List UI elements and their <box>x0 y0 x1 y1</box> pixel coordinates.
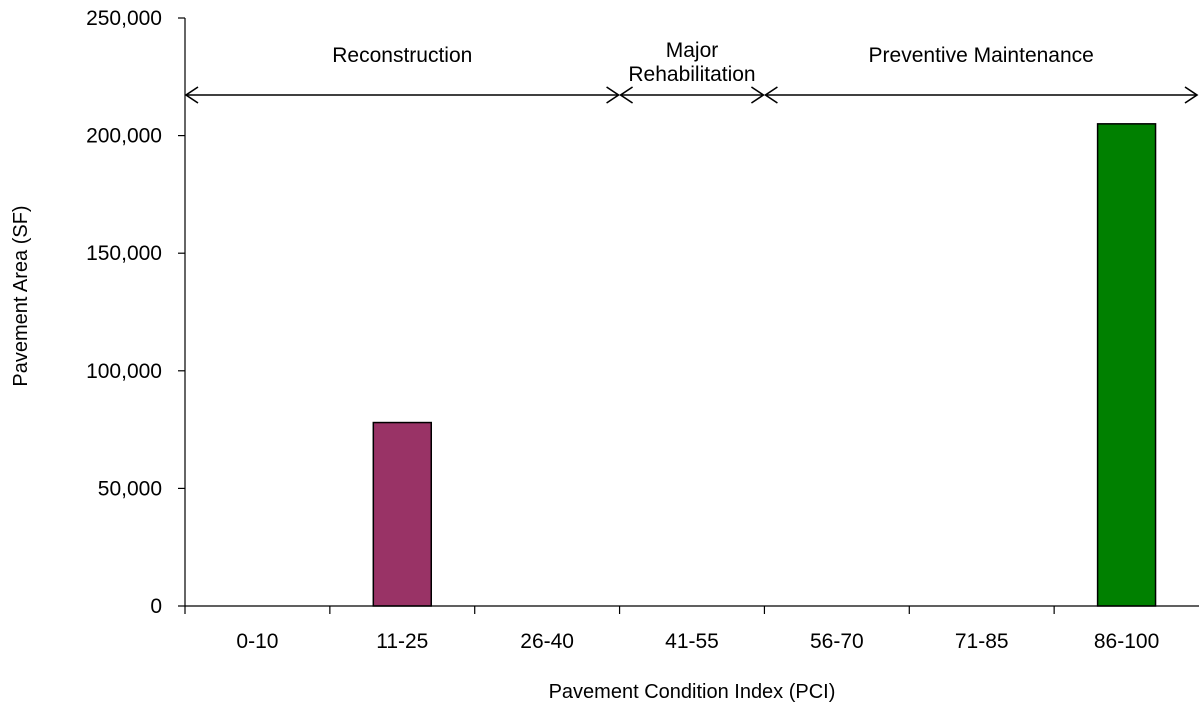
bars-layer <box>372 123 1157 607</box>
range-label: Preventive Maintenance <box>869 44 1094 67</box>
range-arrow-head-right <box>1184 86 1199 104</box>
range-label: Reconstruction <box>332 44 472 67</box>
y-ticks-layer: 0 50,000 100,000 150,000 200,000 250,000 <box>86 7 185 618</box>
axes-layer <box>184 18 1199 607</box>
y-tick-label: 200,000 <box>86 125 162 148</box>
x-tick-label: 11-25 <box>376 630 428 653</box>
y-tick-label: 100,000 <box>86 360 162 383</box>
bar-11-25 <box>372 421 433 607</box>
range-arrow-head-right <box>606 86 621 104</box>
range-label: Rehabilitation <box>628 63 755 86</box>
y-tick-label: 250,000 <box>86 7 162 30</box>
range-arrow-head-left <box>619 86 634 104</box>
y-tick-label: 0 <box>150 595 162 618</box>
x-tick-label: 41-55 <box>665 630 719 653</box>
x-ticks-layer: 0-10 11-25 26-40 41-55 56-70 71-85 86-100 <box>184 606 1159 653</box>
y-tick-label: 50,000 <box>98 477 162 500</box>
bar-86-100 <box>1096 123 1157 607</box>
range-annotation: Preventive Maintenance <box>763 44 1199 104</box>
range-arrow-head-left <box>763 86 778 104</box>
range-annotation: Reconstruction <box>184 44 621 104</box>
y-axis-title: Pavement Area (SF) <box>10 205 32 386</box>
x-tick-label: 71-85 <box>955 630 1009 653</box>
x-axis-title: Pavement Condition Index (PCI) <box>549 681 836 703</box>
range-arrow-head-right <box>750 86 765 104</box>
range-arrow-head-left <box>184 86 199 104</box>
range-label: Major <box>666 39 719 62</box>
x-tick-label: 26-40 <box>520 630 574 653</box>
x-tick-label: 56-70 <box>810 630 864 653</box>
x-tick-label: 86-100 <box>1094 630 1159 653</box>
x-tick-label: 0-10 <box>236 630 278 653</box>
y-tick-label: 150,000 <box>86 242 162 265</box>
